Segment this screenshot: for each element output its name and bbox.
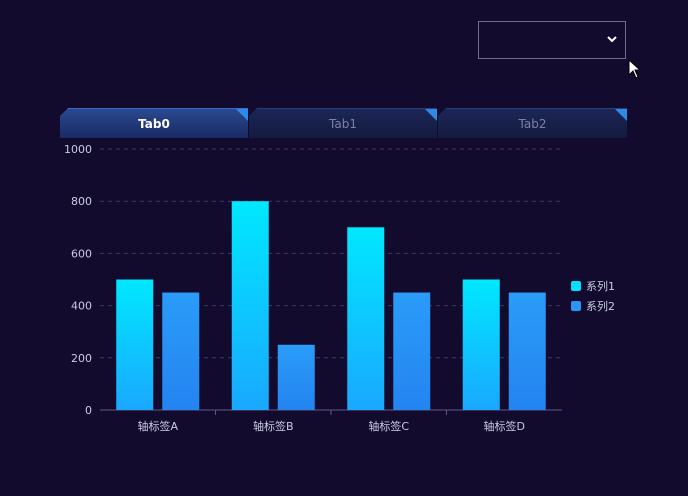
bar-1: [462, 279, 500, 410]
legend-label: 系列1: [586, 280, 615, 293]
y-tick-label: 600: [71, 247, 92, 260]
legend-label: 系列2: [586, 300, 615, 313]
bar-2: [162, 292, 200, 410]
x-tick-label: 轴标签D: [484, 419, 525, 433]
y-tick-label: 1000: [64, 143, 92, 156]
bar-2: [277, 344, 315, 410]
chart-legend: 系列1 系列2: [571, 276, 615, 316]
bar-1: [231, 201, 269, 410]
bar-2: [508, 292, 546, 410]
legend-item[interactable]: 系列2: [571, 296, 615, 316]
mouse-cursor-icon: [628, 59, 642, 79]
legend-item[interactable]: 系列1: [571, 276, 615, 296]
bar-2: [393, 292, 431, 410]
x-tick-label: 轴标签B: [253, 419, 294, 433]
chevron-down-icon: [607, 36, 617, 43]
tab-0[interactable]: Tab0: [60, 108, 248, 138]
tab-2[interactable]: Tab2: [438, 108, 627, 138]
y-tick-label: 800: [71, 195, 92, 208]
tab-corner-marker: [236, 109, 248, 121]
tab-label: Tab1: [329, 117, 357, 131]
tab-label: Tab2: [518, 117, 547, 131]
series-select-dropdown[interactable]: [478, 21, 626, 59]
y-tick-label: 200: [71, 352, 92, 365]
x-tick-label: 轴标签C: [368, 419, 409, 433]
legend-swatch: [571, 301, 581, 311]
y-tick-label: 0: [85, 404, 92, 417]
bar-1: [116, 279, 154, 410]
tab-corner-marker: [615, 109, 627, 121]
y-tick-label: 400: [71, 300, 92, 313]
tab-corner-marker: [425, 109, 437, 121]
legend-swatch: [571, 281, 581, 291]
tab-1[interactable]: Tab1: [249, 108, 437, 138]
tab-label: Tab0: [138, 117, 170, 131]
x-tick-label: 轴标签A: [137, 419, 178, 433]
bar-1: [347, 227, 385, 410]
tab-bar: Tab0 Tab1 Tab2: [60, 108, 627, 138]
